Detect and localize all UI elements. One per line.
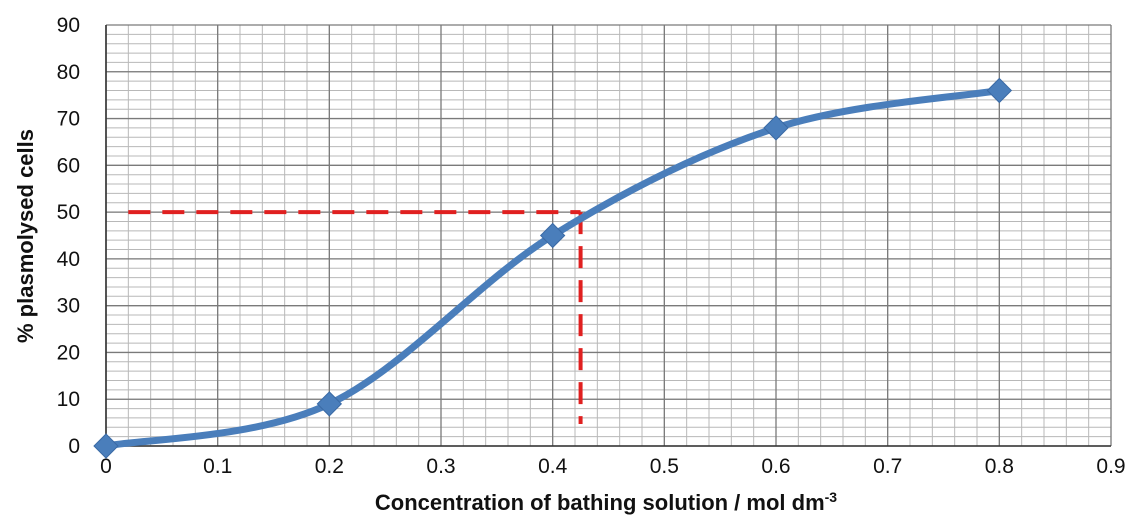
y-tick-label: 10 — [57, 388, 80, 411]
axes — [105, 25, 1111, 447]
x-tick-label: 0.5 — [650, 455, 679, 478]
y-tick-label: 0 — [68, 435, 80, 458]
annotations — [128, 210, 583, 424]
y-tick-label: 80 — [57, 61, 80, 84]
x-tick-label: 0.3 — [426, 455, 455, 478]
x-tick-label: 0 — [100, 455, 112, 478]
x-tick-label: 0.7 — [873, 455, 902, 478]
data-point-marker — [539, 222, 566, 249]
tick-labels: 0 0.1 0.2 0.3 0.4 0.5 0.6 0.7 0.8 0.9 0 10 20 30 40 50 6… — [57, 14, 1126, 478]
data-point-marker — [763, 115, 789, 141]
data-point-marker — [316, 391, 343, 417]
x-tick-label: 0.6 — [761, 455, 790, 478]
y-tick-label: 90 — [57, 14, 80, 37]
y-tick-label: 50 — [57, 201, 80, 224]
x-tick-label: 0.4 — [538, 455, 568, 478]
y-axis-title: % plasmolysed cells — [13, 129, 38, 343]
x-tick-label: 0.9 — [1096, 455, 1125, 478]
y-tick-label: 60 — [57, 154, 80, 177]
x-tick-label: 0.1 — [203, 455, 232, 478]
y-tick-label: 40 — [57, 248, 80, 271]
y-tick-label: 20 — [57, 341, 80, 364]
data-point-marker — [93, 433, 119, 459]
major-gridlines — [105, 24, 1112, 447]
series — [93, 77, 1013, 459]
y-tick-label: 70 — [57, 108, 80, 131]
x-tick-label: 0.2 — [315, 455, 344, 478]
x-axis-title: Concentration of bathing solution / mol … — [375, 489, 837, 515]
minor-gridlines — [105, 24, 1112, 447]
y-tick-label: 30 — [57, 295, 80, 318]
x-tick-label: 0.8 — [985, 455, 1014, 478]
data-point-marker — [986, 77, 1013, 104]
